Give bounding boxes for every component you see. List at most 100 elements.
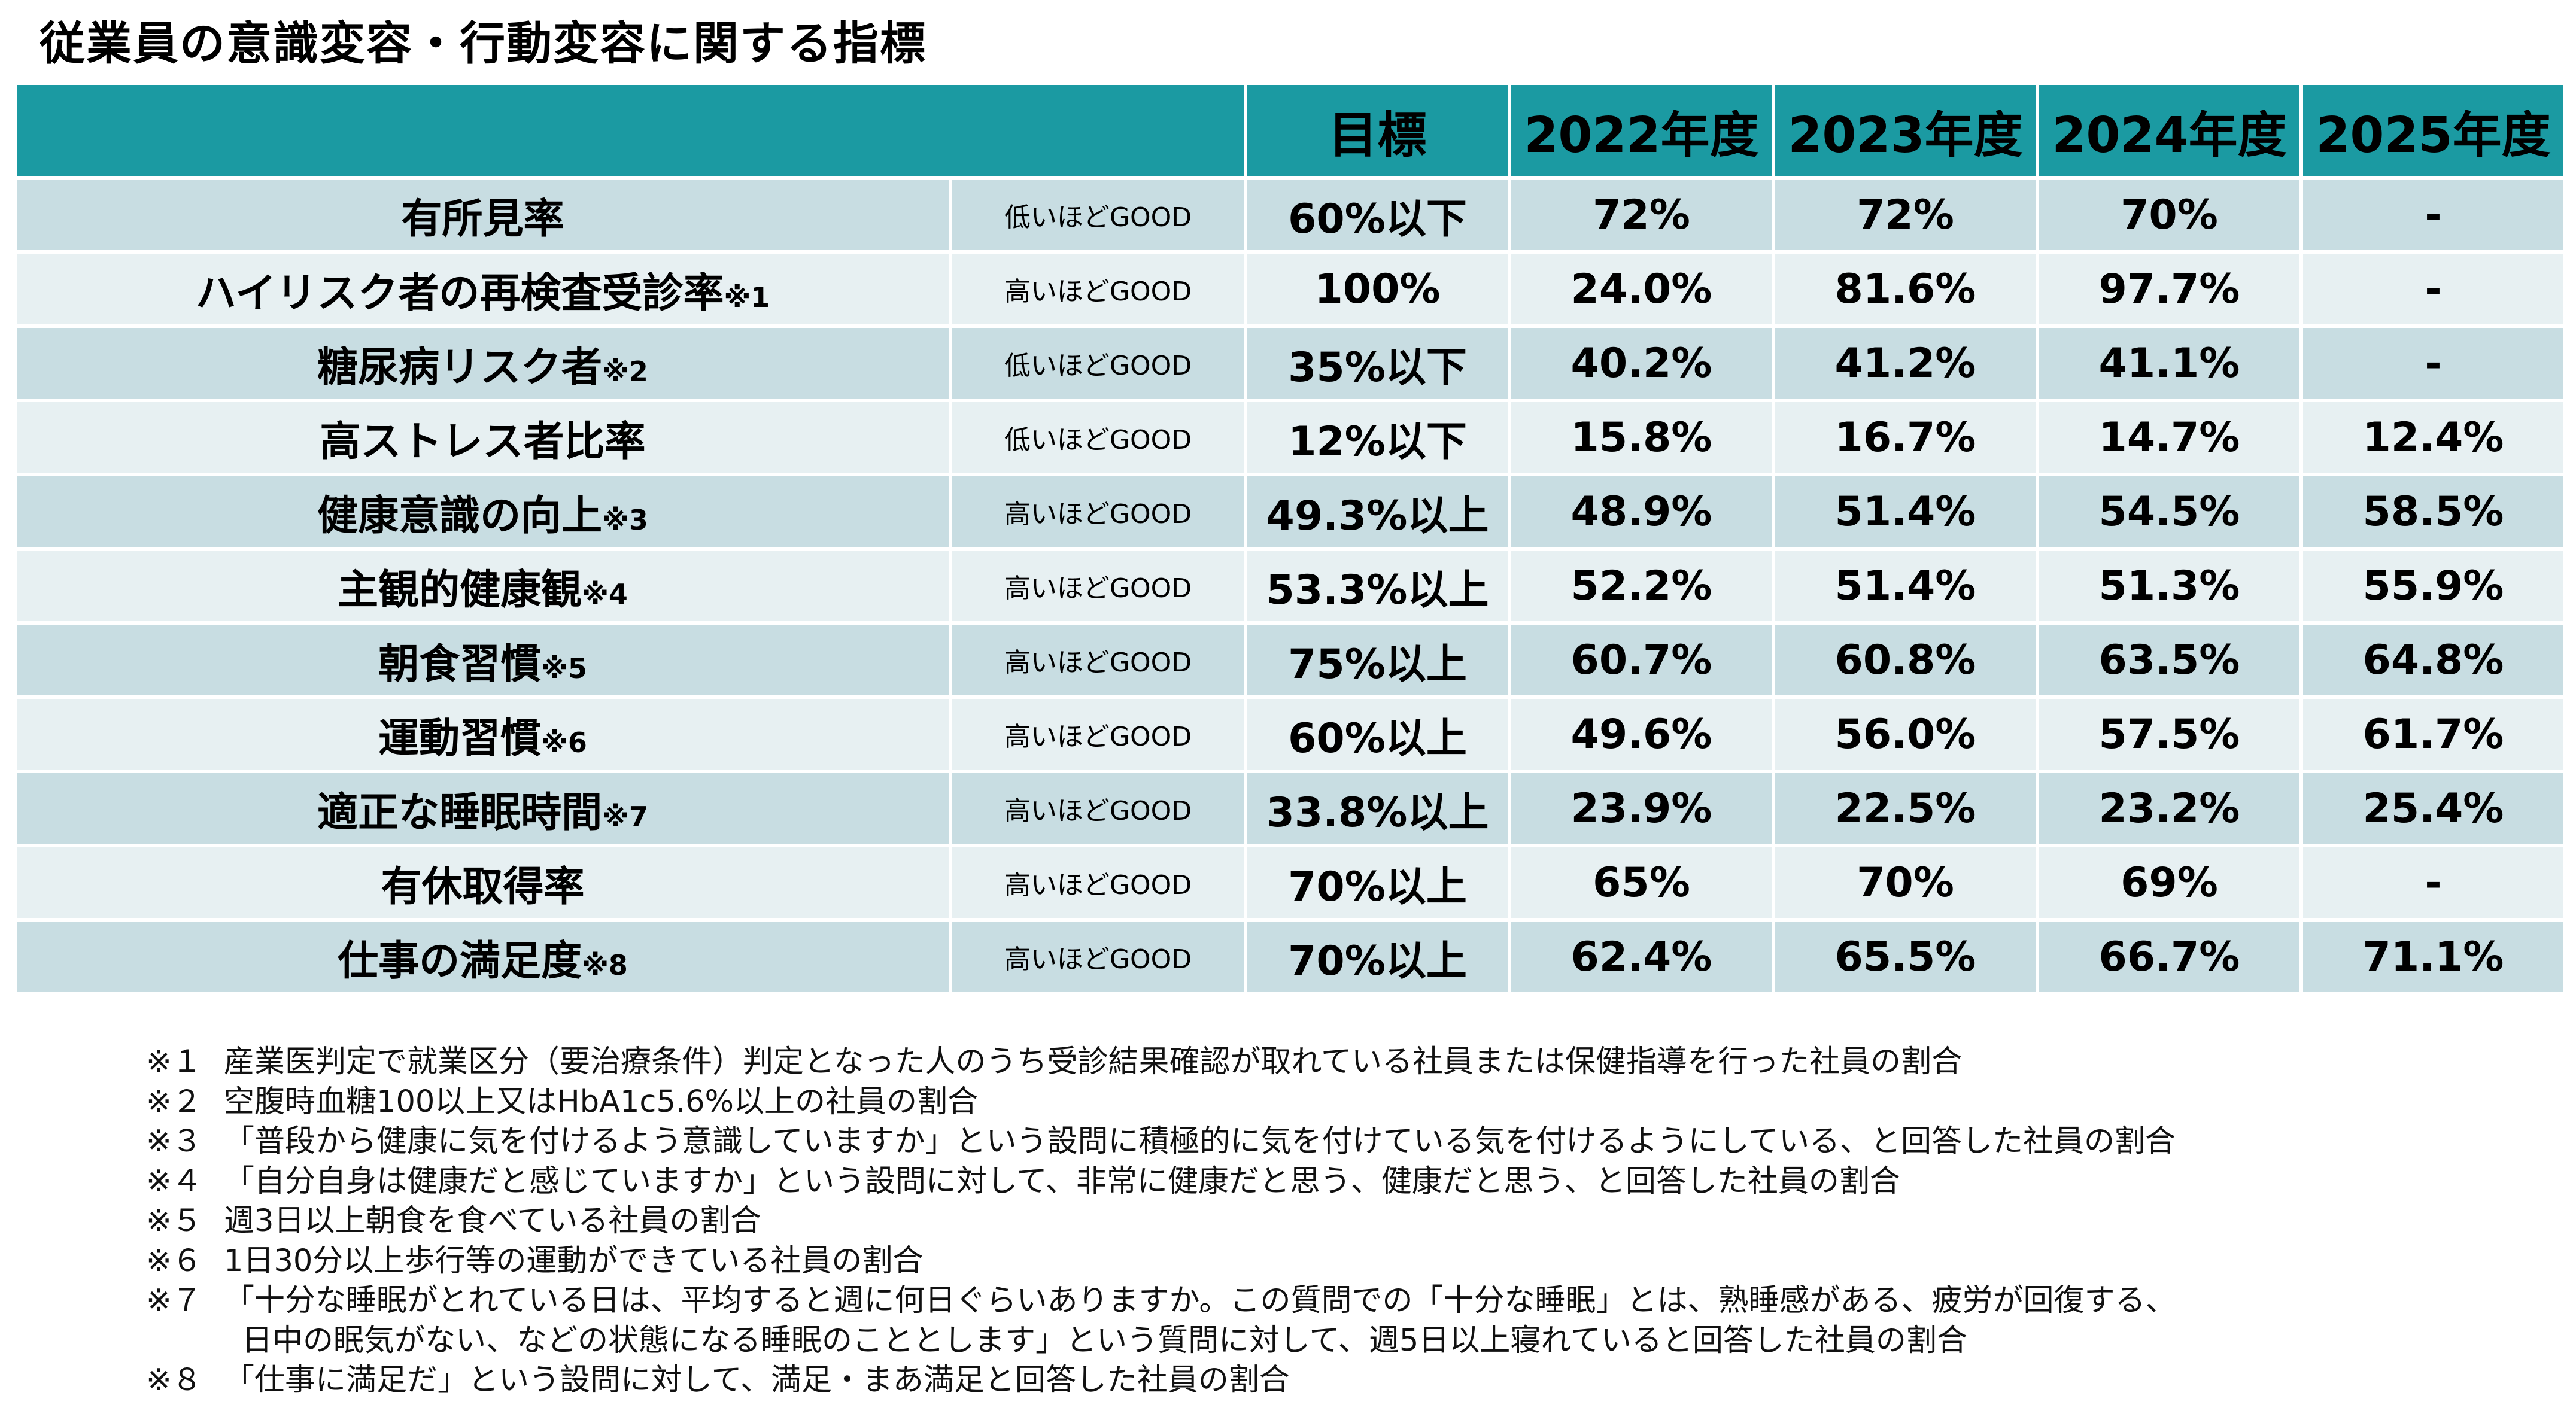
metric-name-label: 糖尿病リスク者 xyxy=(317,343,603,391)
cell-y2022: 72% xyxy=(1508,176,1775,254)
footnote-text: 「普段から健康に気を付けるよう意識していますか」という設問に積極的に気を付けてい… xyxy=(224,1124,2176,1159)
cell-y2022: 62.4% xyxy=(1508,918,1775,996)
cell-y2023: 51.4% xyxy=(1772,547,2039,625)
metric-name-label: 有休取得率 xyxy=(381,863,585,911)
footnote-mark: ※１ xyxy=(146,1044,202,1080)
cell-y2025: - xyxy=(2299,844,2567,922)
metric-direction: 高いほどGOOD xyxy=(949,621,1247,699)
metrics-table: 目標 2022年度 2023年度 2024年度 2025年度 有所見率 低いほどG… xyxy=(13,81,2567,996)
cell-y2025: 64.8% xyxy=(2299,621,2567,699)
metric-direction: 高いほどGOOD xyxy=(949,770,1247,847)
footnote-text: 日中の眠気がない、などの状態になる睡眠のこととします」という質問に対して、週5日… xyxy=(242,1322,1967,1358)
metric-name: 朝食習慣※5 xyxy=(13,621,952,699)
metric-name-label: 朝食習慣 xyxy=(378,640,542,688)
cell-y2025: - xyxy=(2299,324,2567,402)
cell-y2025: - xyxy=(2299,250,2567,328)
cell-y2023: 60.8% xyxy=(1772,621,2039,699)
footnote-text: 産業医判定で就業区分（要治療条件）判定となった人のうち受診結果確認が取れている社… xyxy=(224,1044,1962,1080)
metric-direction: 低いほどGOOD xyxy=(949,324,1247,402)
cell-y2025: 55.9% xyxy=(2299,547,2567,625)
metric-footnote-mark: ※6 xyxy=(541,726,587,759)
metric-name: 仕事の満足度※8 xyxy=(13,918,952,996)
cell-target: 60%以下 xyxy=(1244,176,1511,254)
metric-name-label: 高ストレス者比率 xyxy=(320,418,646,466)
header-2025: 2025年度 xyxy=(2299,81,2567,180)
metric-name: 健康意識の向上※3 xyxy=(13,473,952,551)
cell-y2024: 51.3% xyxy=(2036,547,2303,625)
table-row: 糖尿病リスク者※2 低いほどGOOD 35%以下 40.2% 41.2% 41.1% - xyxy=(13,324,2567,402)
cell-y2023: 81.6% xyxy=(1772,250,2039,328)
cell-y2024: 23.2% xyxy=(2036,770,2303,847)
header-2024: 2024年度 xyxy=(2036,81,2303,180)
footnote-text: 「十分な睡眠がとれている日は、平均すると週に何日ぐらいありますか。この質問での「… xyxy=(224,1283,2176,1318)
metric-direction: 高いほどGOOD xyxy=(949,250,1247,328)
cell-y2022: 23.9% xyxy=(1508,770,1775,847)
cell-y2025: 61.7% xyxy=(2299,695,2567,773)
metric-name: 有所見率 xyxy=(13,176,952,254)
cell-y2024: 69% xyxy=(2036,844,2303,922)
metric-name-label: 主観的健康観 xyxy=(338,566,582,614)
cell-target: 49.3%以上 xyxy=(1244,473,1511,551)
cell-target: 100% xyxy=(1244,250,1511,328)
cell-y2025: 58.5% xyxy=(2299,473,2567,551)
footnote-mark: ※３ xyxy=(146,1124,202,1159)
footnote-line: ※６ 1日30分以上歩行等の運動ができている社員の割合 xyxy=(146,1242,2516,1282)
footnote-text: 週3日以上朝食を食べている社員の割合 xyxy=(224,1203,761,1239)
cell-target: 70%以上 xyxy=(1244,918,1511,996)
footnote-text: 1日30分以上歩行等の運動ができている社員の割合 xyxy=(224,1243,924,1279)
cell-y2023: 72% xyxy=(1772,176,2039,254)
cell-target: 33.8%以上 xyxy=(1244,770,1511,847)
cell-y2022: 48.9% xyxy=(1508,473,1775,551)
table-row: 有所見率 低いほどGOOD 60%以下 72% 72% 70% - xyxy=(13,176,2567,254)
cell-y2025: 12.4% xyxy=(2299,399,2567,476)
metric-name: 糖尿病リスク者※2 xyxy=(13,324,952,402)
footnote-text: 「仕事に満足だ」という設問に対して、満足・まあ満足と回答した社員の割合 xyxy=(224,1363,1290,1398)
footnotes: ※１ 産業医判定で就業区分（要治療条件）判定となった人のうち受診結果確認が取れてい… xyxy=(146,1042,2516,1401)
footnote-line: ※７ 「十分な睡眠がとれている日は、平均すると週に何日ぐらいありますか。この質問で… xyxy=(146,1281,2516,1321)
cell-y2024: 54.5% xyxy=(2036,473,2303,551)
table-row: 適正な睡眠時間※7 高いほどGOOD 33.8%以上 23.9% 22.5% 23.2% 2… xyxy=(13,770,2567,847)
cell-target: 70%以上 xyxy=(1244,844,1511,922)
cell-y2022: 49.6% xyxy=(1508,695,1775,773)
metric-name: ハイリスク者の再検査受診率※1 xyxy=(13,250,952,328)
metric-name-label: 仕事の満足度 xyxy=(338,937,582,985)
header-2022: 2022年度 xyxy=(1508,81,1775,180)
header-target: 目標 xyxy=(1244,81,1511,180)
metric-name: 運動習慣※6 xyxy=(13,695,952,773)
footnote-line: 日中の眠気がない、などの状態になる睡眠のこととします」という質問に対して、週5日… xyxy=(146,1321,2516,1361)
table-row: 高ストレス者比率 低いほどGOOD 12%以下 15.8% 16.7% 14.7% 12.4… xyxy=(13,399,2567,476)
footnote-line: ※１ 産業医判定で就業区分（要治療条件）判定となった人のうち受診結果確認が取れてい… xyxy=(146,1042,2516,1083)
metric-footnote-mark: ※4 xyxy=(582,577,628,610)
footnote-mark: ※７ xyxy=(146,1283,202,1318)
cell-y2024: 41.1% xyxy=(2036,324,2303,402)
cell-y2022: 15.8% xyxy=(1508,399,1775,476)
table-row: 運動習慣※6 高いほどGOOD 60%以上 49.6% 56.0% 57.5% 61.7% xyxy=(13,695,2567,773)
table-row: 主観的健康観※4 高いほどGOOD 53.3%以上 52.2% 51.4% 51.3% 55… xyxy=(13,547,2567,625)
footnote-text: 空腹時血糖100以上又はHbA1c5.6%以上の社員の割合 xyxy=(224,1084,979,1120)
table-row: 仕事の満足度※8 高いほどGOOD 70%以上 62.4% 65.5% 66.7% 71.1… xyxy=(13,918,2567,996)
footnote-mark: ※２ xyxy=(146,1084,202,1120)
header-2023: 2023年度 xyxy=(1772,81,2039,180)
cell-target: 53.3%以上 xyxy=(1244,547,1511,625)
header-blank xyxy=(13,81,1247,180)
footnote-mark: ※５ xyxy=(146,1203,202,1239)
table-header-row: 目標 2022年度 2023年度 2024年度 2025年度 xyxy=(13,81,2567,180)
metric-direction: 高いほどGOOD xyxy=(949,473,1247,551)
cell-y2025: 25.4% xyxy=(2299,770,2567,847)
cell-target: 75%以上 xyxy=(1244,621,1511,699)
footnote-line: ※５ 週3日以上朝食を食べている社員の割合 xyxy=(146,1202,2516,1242)
metric-name: 高ストレス者比率 xyxy=(13,399,952,476)
cell-y2024: 66.7% xyxy=(2036,918,2303,996)
cell-y2023: 22.5% xyxy=(1772,770,2039,847)
metric-footnote-mark: ※3 xyxy=(602,503,648,536)
table-row: 朝食習慣※5 高いほどGOOD 75%以上 60.7% 60.8% 63.5% 64.8% xyxy=(13,621,2567,699)
metric-footnote-mark: ※8 xyxy=(582,948,628,981)
metric-footnote-mark: ※1 xyxy=(724,281,770,314)
metric-name-label: 適正な睡眠時間 xyxy=(317,789,603,837)
metric-footnote-mark: ※5 xyxy=(541,652,587,685)
footnote-line: ※８ 「仕事に満足だ」という設問に対して、満足・まあ満足と回答した社員の割合 xyxy=(146,1361,2516,1401)
metric-name-label: 健康意識の向上 xyxy=(317,492,603,540)
cell-y2022: 65% xyxy=(1508,844,1775,922)
footnote-mark: ※４ xyxy=(146,1163,202,1199)
metric-name-label: ハイリスク者の再検査受診率 xyxy=(195,269,724,317)
